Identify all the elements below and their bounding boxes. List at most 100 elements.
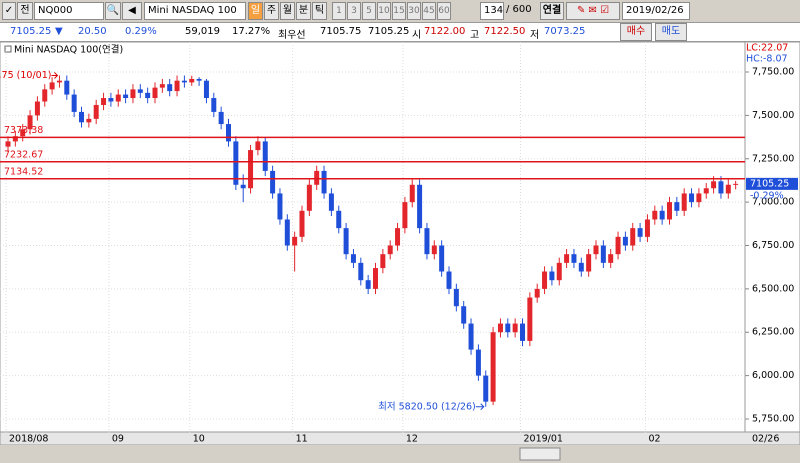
candle-body (123, 94, 129, 99)
scrollbar[interactable] (0, 445, 800, 463)
lc: LC:22.07 (746, 43, 788, 54)
checkbox[interactable] (4, 45, 12, 53)
y-tick-label: 7,000.00 (752, 197, 794, 208)
search[interactable]: 🔍 (105, 2, 121, 20)
candle-body (505, 323, 511, 333)
interval-button[interactable]: 15 (392, 2, 406, 20)
icon[interactable]: ◀ (122, 2, 142, 20)
candle-body (380, 254, 386, 269)
arrow: ▼ (55, 26, 63, 37)
candle-body (578, 262, 584, 272)
interval-button[interactable]: 3 (347, 2, 361, 20)
candle-body (417, 184, 423, 229)
candle-body (402, 202, 408, 229)
candle-body (42, 89, 48, 102)
sell-button[interactable]: 매도 (655, 23, 687, 41)
period-button[interactable]: 일 (248, 2, 263, 20)
reference-label: 7373.38 (4, 125, 43, 136)
candle-body (137, 89, 143, 93)
candle-body (556, 262, 562, 281)
candle-body (534, 288, 540, 298)
candle-body (20, 129, 26, 137)
candle-body (652, 210, 658, 220)
date[interactable]: 2019/02/26 (622, 2, 690, 20)
candle-body (644, 219, 650, 237)
candle-body (248, 150, 254, 189)
max: / 600 (506, 4, 532, 15)
candle-body (343, 228, 349, 255)
candle-body (439, 245, 445, 272)
hc: HC:-8.07 (746, 54, 788, 65)
interval-button[interactable]: 1 (332, 2, 346, 20)
reference-label: 7232.67 (4, 149, 43, 160)
y-tick-label: 7,750.00 (752, 67, 794, 78)
candle-body (446, 271, 452, 289)
candle-body (174, 80, 180, 92)
candle-body (79, 111, 84, 123)
candle-body (431, 245, 437, 255)
candle-body (689, 193, 695, 203)
link[interactable]: 연결 (540, 2, 564, 20)
best-label: 최우선 (278, 30, 306, 41)
candle-body (101, 98, 107, 105)
candle-body (549, 271, 555, 281)
candle-body (292, 236, 298, 246)
count[interactable]: 134 (480, 2, 504, 20)
candle-body (255, 141, 261, 151)
candle-body (218, 111, 224, 125)
candle-body (27, 115, 33, 130)
interval-button[interactable]: 30 (407, 2, 421, 20)
interval-button[interactable]: 10 (377, 2, 391, 20)
y-tick-label: 6,250.00 (752, 327, 794, 338)
candle-body (314, 170, 320, 185)
candle-body (593, 245, 599, 255)
candle-body (64, 80, 70, 95)
candle-body (34, 101, 40, 116)
candle-body (475, 349, 481, 376)
reference-label: 7134.52 (4, 166, 43, 177)
candle-body (12, 136, 18, 142)
candle-body (211, 98, 217, 112)
candle-body (659, 210, 665, 220)
candle-body (350, 254, 356, 263)
candle-body (497, 323, 503, 333)
candle-body (725, 184, 731, 194)
candle-body (86, 118, 92, 123)
interval-button[interactable]: 45 (422, 2, 436, 20)
candle-body (483, 375, 489, 402)
x-tick-label: 02 (648, 434, 660, 445)
volume: 59,019 (185, 26, 220, 37)
candle-body (71, 94, 77, 112)
period-button[interactable]: 분 (296, 2, 311, 20)
icon[interactable]: ✓ (2, 2, 16, 20)
interval-button[interactable]: 60 (437, 2, 451, 20)
scroll-thumb[interactable] (519, 447, 561, 461)
code[interactable]: NQ000 (34, 2, 104, 20)
bid: 7105.25 (368, 26, 410, 37)
buy-button[interactable]: 매수 (620, 23, 652, 41)
interval-button[interactable]: 5 (362, 2, 376, 20)
period-button[interactable]: 틱 (312, 2, 327, 20)
y-tick-label: 6,000.00 (752, 370, 794, 381)
candle-body (667, 202, 672, 220)
y-tick-label: 5,750.00 (752, 413, 794, 424)
candle-body (226, 124, 231, 142)
tools[interactable]: ✎ ✉ ☑ (566, 2, 620, 20)
candle-body (240, 184, 246, 189)
ask: 7105.75 (320, 26, 362, 37)
candle-body (586, 254, 592, 272)
market[interactable]: 전 (17, 2, 33, 20)
y-tick-label: 6,500.00 (752, 283, 794, 294)
chart-title: Mini NASDAQ 100(연결) (14, 45, 123, 56)
candle-body (108, 98, 114, 102)
period-button[interactable]: 주 (264, 2, 279, 20)
x-tick-label: 12 (406, 434, 418, 445)
candle-body (424, 228, 430, 255)
period-button[interactable]: 월 (280, 2, 295, 20)
pct: 0.29% (125, 26, 157, 37)
candle-body (461, 306, 467, 324)
high-annotation: 최고 7728.75 (10/01) (0, 70, 51, 81)
candle-body (409, 184, 415, 203)
candle-body (130, 89, 136, 99)
y-tick-label: 7,250.00 (752, 153, 794, 164)
